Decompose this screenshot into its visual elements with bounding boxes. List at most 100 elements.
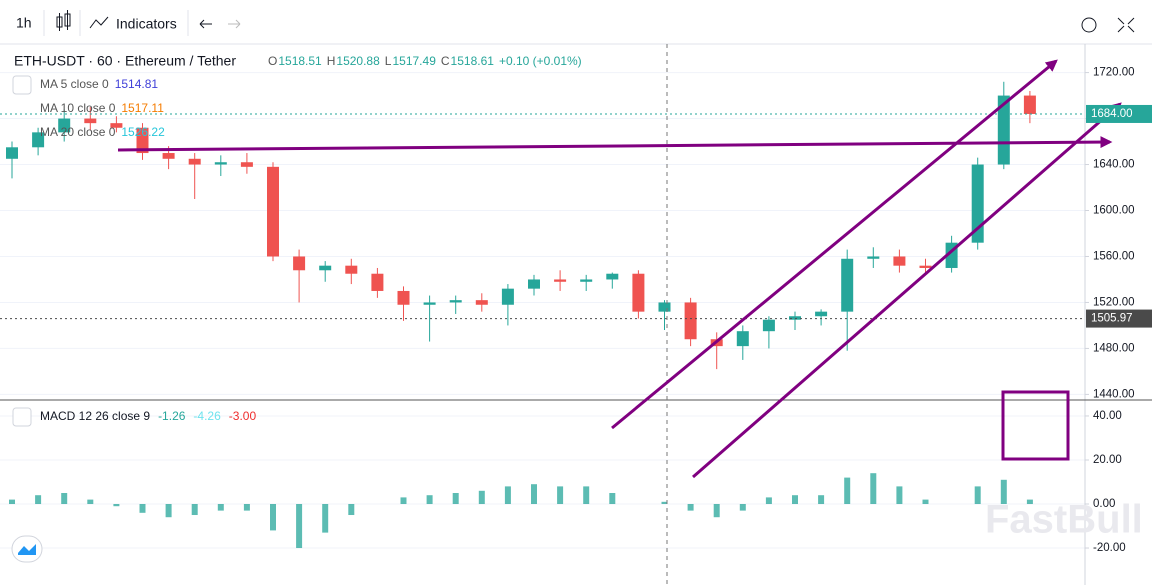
ohlc-key: H [327, 54, 336, 68]
histogram-bar [348, 504, 355, 516]
highlight-box [1001, 390, 1070, 461]
candle-body [1023, 95, 1036, 114]
ma-legend-value: 1514.81 [115, 77, 159, 91]
symbol-title: ETH-USDT · 60 · Ethereum / Tether [14, 53, 236, 69]
ohlc-value: 1518.61 [451, 54, 495, 68]
candle-body [893, 256, 906, 266]
histogram-bar [113, 504, 120, 507]
candle-body [971, 164, 984, 243]
candle-body [267, 166, 279, 257]
histogram-bar [478, 490, 485, 505]
price-label: 1684.00 [1091, 108, 1133, 120]
candle-body [658, 302, 671, 312]
trend-line [611, 59, 1058, 430]
candle-body [736, 331, 749, 347]
histogram-bar [739, 504, 746, 511]
collapse-toggle[interactable] [12, 407, 32, 427]
collapse-toggle[interactable] [12, 75, 32, 95]
ohlc-key: O [268, 54, 277, 68]
ohlc-value: 1517.49 [392, 54, 436, 68]
ma-legend-name: MA 10 close 0 [40, 101, 116, 115]
toolbar: 1h Indicators [0, 0, 1152, 45]
redo-button[interactable] [228, 19, 241, 29]
histogram-bar [296, 504, 303, 549]
candle-body [606, 273, 619, 280]
candle-body [580, 279, 593, 282]
histogram-bar [896, 486, 903, 505]
settings-button[interactable] [1081, 17, 1097, 33]
macd-readout: -4.26 [193, 409, 221, 423]
candle-body [554, 279, 567, 282]
candle-body [6, 147, 18, 159]
candle-body [240, 162, 253, 167]
histogram-bar [557, 486, 564, 505]
histogram-bar [661, 501, 668, 505]
candle-body [475, 300, 488, 305]
ma-legend-value: 1517.11 [121, 101, 164, 115]
legend: ETH-USDT · 60 · Ethereum / Tether O 1518.… [14, 53, 582, 69]
ohlc-value: 1520.88 [336, 54, 380, 68]
ma-legend-name: MA 20 close 0 [40, 125, 116, 139]
histogram-bar [243, 504, 250, 511]
histogram-bar [87, 499, 94, 505]
trend-line [692, 102, 1122, 479]
y-tick-label: 1480.00 [1093, 342, 1135, 354]
watermark: FastBull [985, 498, 1143, 542]
histogram-bar [713, 504, 720, 518]
candle-body [423, 302, 436, 305]
candle-body [319, 265, 332, 271]
histogram-bar [400, 497, 407, 505]
candle-body [58, 118, 71, 133]
ma-legend-name: MA 5 close 0 [40, 77, 109, 91]
histogram-bar [583, 486, 590, 505]
histogram-bar [139, 504, 146, 513]
histogram-bar [452, 493, 459, 505]
ohlc-key: C [441, 54, 450, 68]
candle-body [919, 265, 932, 268]
histogram-bar [974, 486, 981, 505]
histogram-bar [870, 473, 877, 505]
drawings [117, 59, 1122, 479]
histogram-bar [687, 504, 694, 511]
candle-body [501, 288, 514, 305]
price-label-box [1086, 104, 1152, 123]
candle-body [762, 319, 775, 332]
candle-body [162, 153, 175, 159]
chart-type-icon[interactable] [56, 10, 71, 31]
histogram-bar [818, 495, 825, 505]
histogram-bar [61, 493, 68, 505]
candle-body [214, 162, 227, 165]
candle-body [371, 273, 384, 291]
undo-button[interactable] [199, 19, 212, 29]
interval-button[interactable]: 1h [16, 15, 32, 31]
macd-readout: -3.00 [229, 409, 257, 423]
histogram-bar [922, 499, 929, 505]
macd-readout: -1.26 [158, 409, 186, 423]
indicators-button[interactable]: Indicators [116, 16, 177, 32]
logo-icon [18, 544, 36, 555]
candle-body [997, 95, 1010, 165]
histogram-bar [1000, 479, 1007, 505]
histogram-bar [217, 504, 224, 511]
histogram-bar [165, 504, 172, 518]
ma-legend-value: 1526.22 [121, 125, 165, 139]
price-label: 1505.97 [1091, 313, 1133, 325]
candle-body [84, 118, 97, 124]
fullscreen-button[interactable] [1117, 17, 1135, 33]
candle-body [841, 258, 854, 312]
histogram-bar [270, 504, 276, 531]
histogram-bar [504, 486, 511, 505]
candle-body [815, 311, 828, 317]
histogram-bar [1026, 499, 1033, 505]
candle-body [397, 290, 410, 305]
candle-body [293, 256, 306, 271]
indicators-icon [89, 16, 109, 29]
ohlc-value: 1518.51 [278, 54, 322, 68]
plot-area [0, 72, 1089, 549]
candle-body [32, 132, 45, 148]
y-tick-label: 0.00 [1093, 498, 1115, 510]
candle-body [110, 123, 123, 128]
y-tick-label: 20.00 [1093, 454, 1122, 466]
